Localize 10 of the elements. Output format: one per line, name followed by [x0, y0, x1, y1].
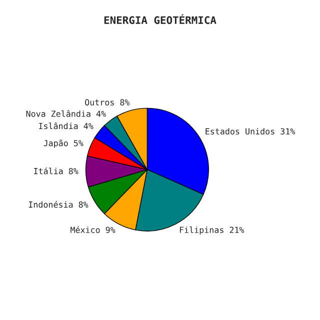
- slice-label: Filipinas 21%: [180, 226, 244, 235]
- slice-label: Islândia 4%: [39, 122, 94, 130]
- slice-label: Japão 5%: [44, 140, 84, 148]
- chart-title: ENERGIA GEOTÉRMICA: [104, 14, 216, 24]
- slice-label: Outros 8%: [85, 99, 130, 106]
- slice-label: Nova Zelândia 4%: [26, 110, 106, 117]
- slice-label: Indonésia 8%: [28, 200, 88, 208]
- slice-label: Estados Unidos 31%: [206, 128, 296, 134]
- slice-label: Itália 8%: [34, 167, 78, 174]
- slice-label: México 9%: [70, 226, 116, 234]
